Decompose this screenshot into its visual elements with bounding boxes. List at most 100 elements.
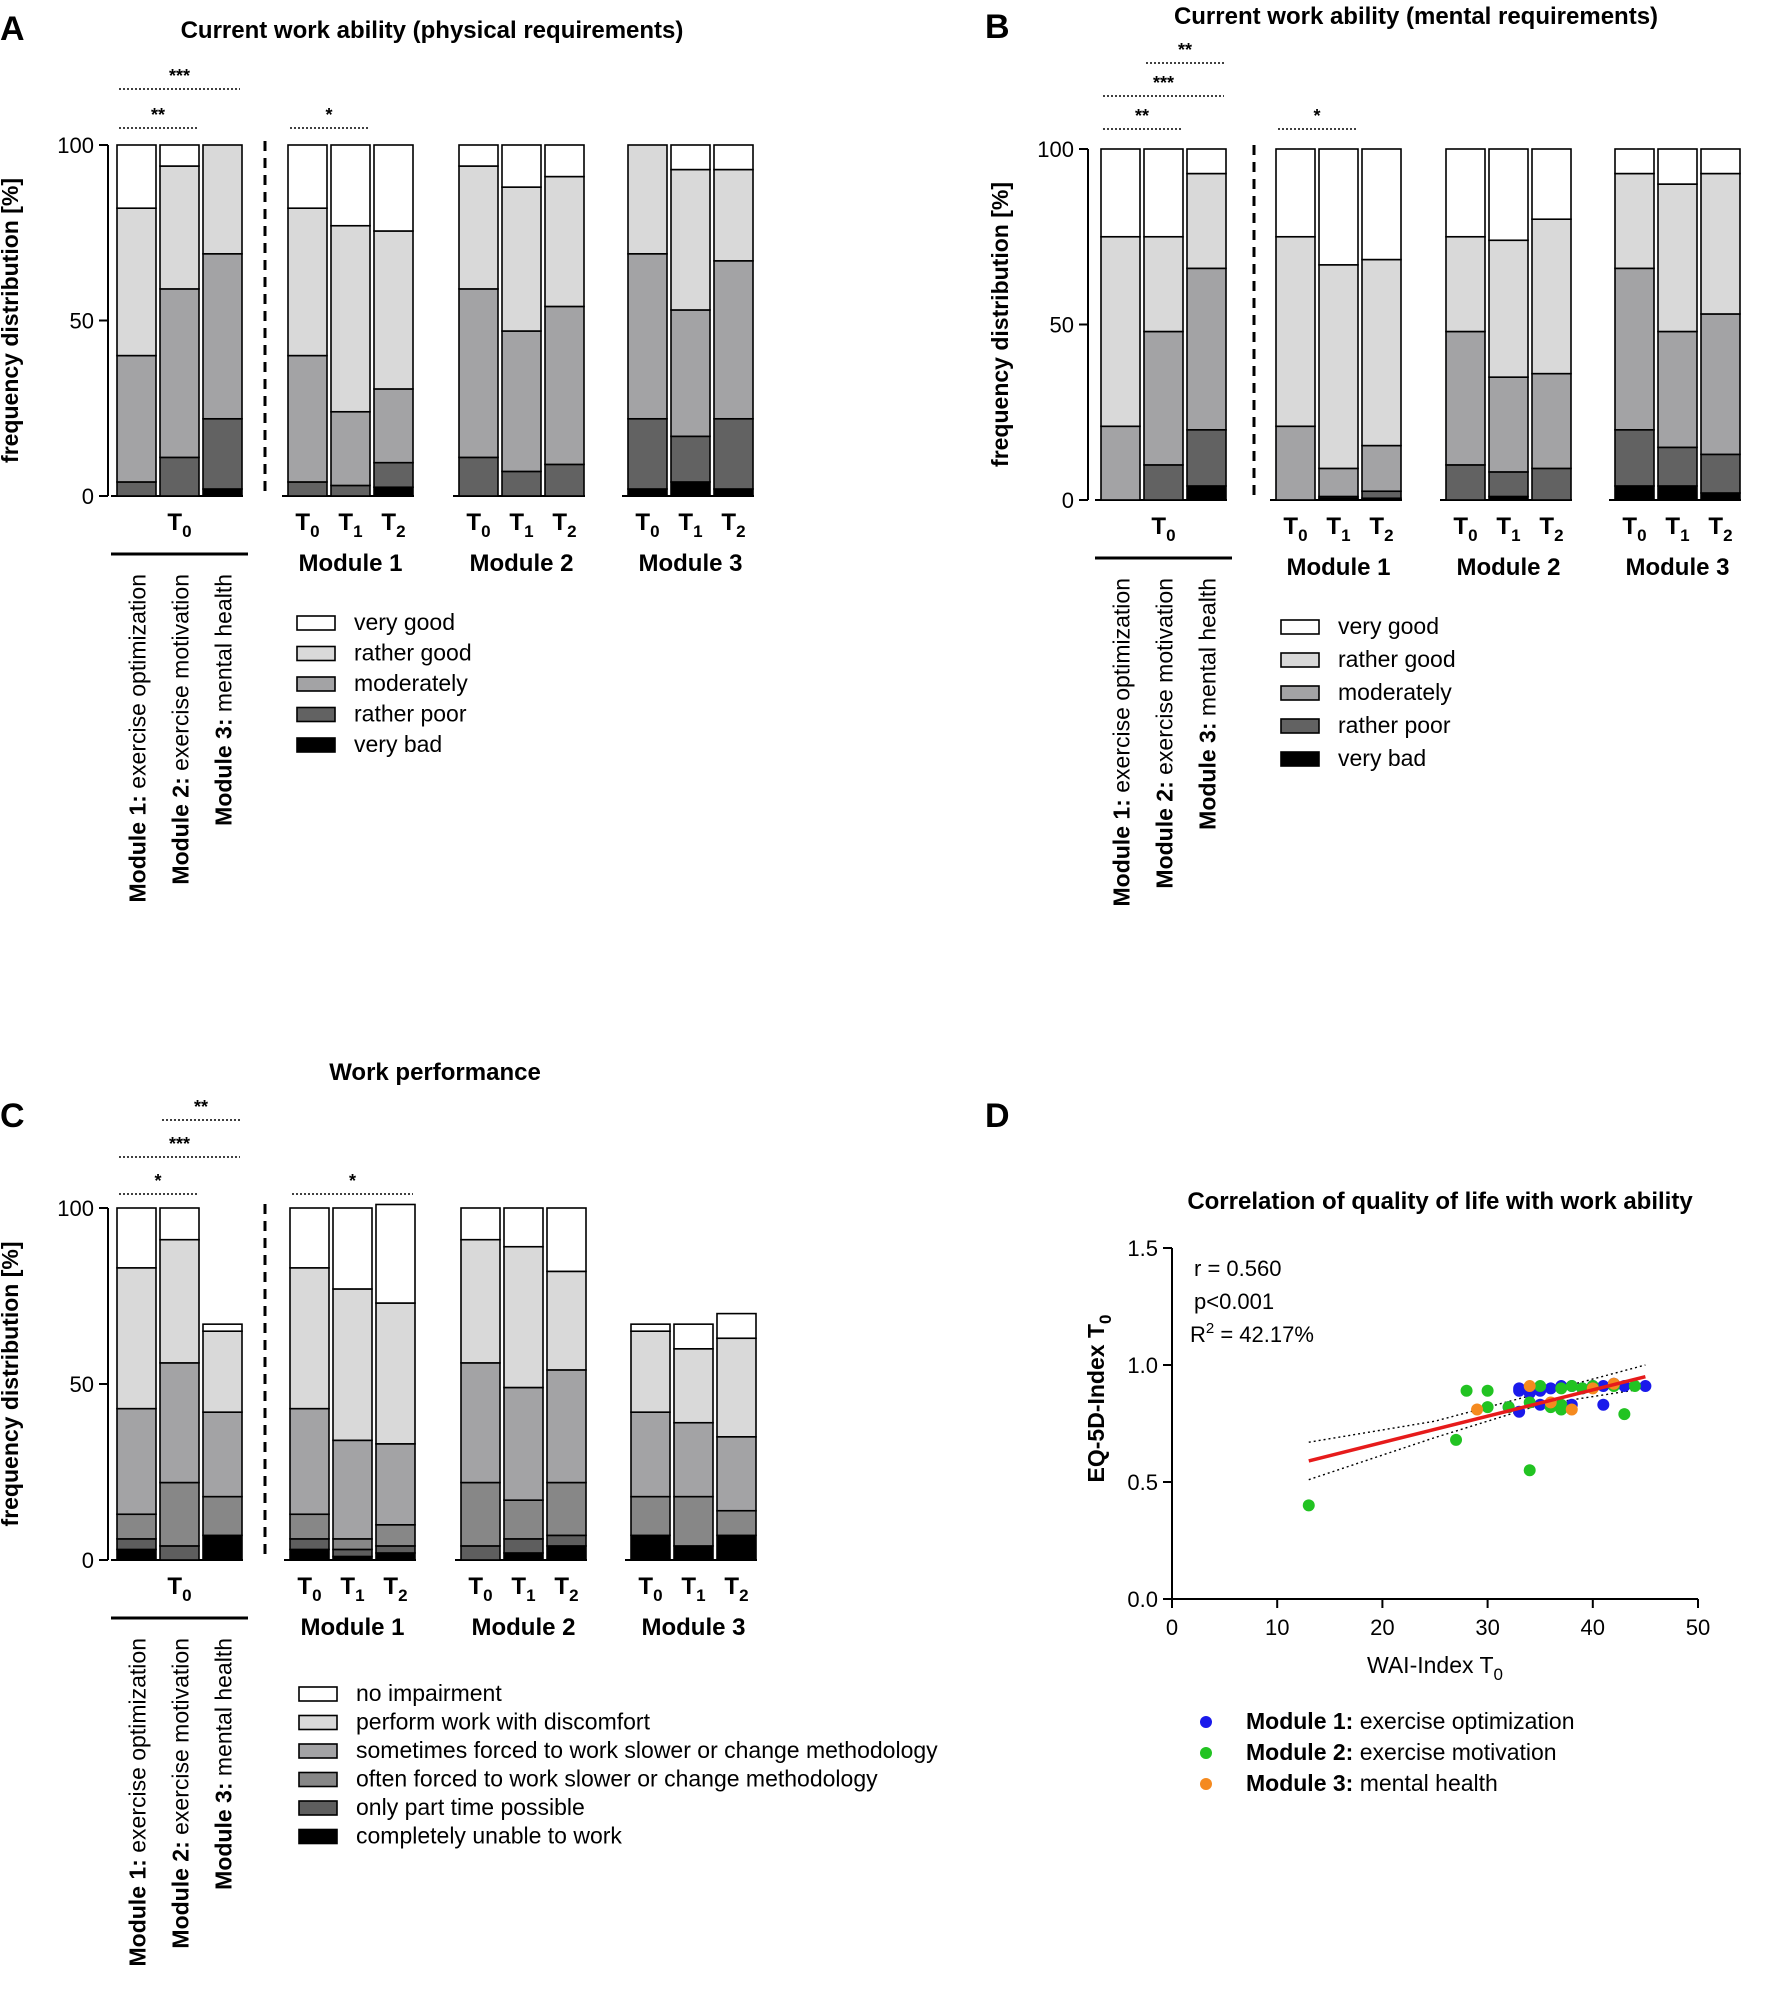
y-tick-label: 0 (1062, 488, 1074, 513)
x-tick-label: T1 (511, 1573, 535, 1605)
x-tick-label-base: T (1622, 513, 1637, 540)
bar-segment (1488, 376, 1529, 473)
bar-segment (503, 1207, 544, 1248)
bar-segment (1318, 467, 1359, 498)
bar-segment (460, 1545, 501, 1561)
x-tick-label-sub: 1 (355, 1586, 364, 1605)
vertical-module-label: Module 2: exercise motivation (1152, 578, 1178, 889)
bar-segment (503, 1386, 544, 1501)
y-tick-label: 100 (1037, 137, 1074, 162)
bar-segment (287, 144, 328, 209)
x-tick-label-base: T (1453, 513, 1468, 540)
vertical-label-bold: Module 3: (211, 1782, 237, 1889)
legend-swatch (1280, 718, 1320, 734)
vertical-label-rest: exercise motivation (1152, 578, 1178, 781)
bar-segment (670, 481, 711, 497)
bar-segment (673, 1323, 714, 1350)
vertical-label-bold: Module 3: (1195, 722, 1221, 829)
x-tick-label-base: T (678, 509, 693, 536)
legend-label: rather poor (354, 701, 467, 727)
bar-segment (1531, 372, 1572, 470)
x-tick-label-t0-base: T (1151, 513, 1166, 540)
scatter-point (1534, 1380, 1547, 1393)
legend-swatch (296, 615, 336, 631)
bar-segment (713, 144, 754, 171)
bar-segment (458, 144, 499, 167)
x-tick-label: T1 (338, 509, 362, 541)
scatter-point (1639, 1380, 1652, 1393)
bar-segment (1445, 148, 1486, 238)
x-tick-label: T0 (466, 509, 490, 541)
x-tick-label: 10 (1265, 1615, 1289, 1640)
bar-segment (330, 484, 371, 497)
bar-segment (332, 1288, 373, 1442)
bar-segment (1361, 258, 1402, 447)
legend-label: very bad (1338, 745, 1426, 771)
bar-segment (630, 1411, 671, 1498)
x-tick-label-base: T (681, 1573, 696, 1600)
vertical-label-bold: Module 2: (168, 1841, 194, 1948)
bar-segment (630, 1330, 671, 1413)
bar-segment (202, 1495, 243, 1537)
significance-label: * (154, 1171, 161, 1191)
x-tick-label-sub: 1 (1511, 526, 1520, 545)
bar-segment (1143, 235, 1184, 333)
bar-segment (670, 435, 711, 483)
legend-swatch (1280, 619, 1320, 635)
legend-label-rest: exercise optimization (1353, 1708, 1574, 1734)
bar-segment (373, 230, 414, 390)
x-tick-label: T0 (297, 1573, 321, 1605)
bar-segment (713, 260, 754, 420)
x-axis-label-base: WAI-Index T (1367, 1652, 1494, 1678)
bar-segment (1614, 428, 1655, 487)
scatter-point (1302, 1499, 1315, 1512)
x-tick-label: T1 (509, 509, 533, 541)
bar-segment (116, 481, 157, 497)
bar-segment (330, 224, 371, 413)
x-tick-label-base: T (554, 1573, 569, 1600)
legend-swatch (296, 676, 336, 692)
bar-segment (1361, 444, 1402, 493)
x-tick-label: T0 (1283, 513, 1307, 545)
bar-segment (670, 309, 711, 438)
bar-segment (1700, 172, 1741, 315)
x-tick-label-sub: 2 (398, 1586, 407, 1605)
vertical-module-label: Module 1: exercise optimization (125, 1638, 151, 1967)
y-tick-label: 100 (57, 133, 94, 158)
bar-segment (375, 1302, 416, 1445)
bar-segment (716, 1509, 757, 1537)
bar-segment (1445, 235, 1486, 333)
x-tick-label-t0: T0 (167, 1573, 191, 1605)
x-tick-label-t0-base: T (167, 509, 182, 536)
bar-segment (1614, 267, 1655, 431)
chart-title: Work performance (329, 1059, 541, 1086)
x-tick-label-sub: 1 (1341, 526, 1350, 545)
bar-segment (159, 1545, 200, 1561)
bar-segment (1143, 464, 1184, 501)
bar-segment (1361, 148, 1402, 261)
bar-segment (1657, 446, 1698, 487)
legend-label: very good (1338, 613, 1439, 639)
bar-segment (546, 1534, 587, 1547)
chart-title: Correlation of quality of life with work… (1187, 1188, 1693, 1215)
bar-segment (458, 165, 499, 290)
bar-segment (713, 417, 754, 490)
bar-segment (544, 305, 585, 466)
x-tick-label-sub: 1 (693, 522, 702, 541)
x-tick-label-base: T (1326, 513, 1341, 540)
x-tick-label-base: T (509, 509, 524, 536)
bar-segment (1186, 485, 1227, 501)
bar-segment (1488, 148, 1529, 242)
x-tick-label: T0 (295, 509, 319, 541)
legend-swatch (298, 1771, 338, 1788)
x-tick-label: 50 (1686, 1615, 1710, 1640)
bar-segment (1657, 330, 1698, 449)
legend-swatch (298, 1800, 338, 1816)
bar-segment (460, 1481, 501, 1547)
x-tick-label: 40 (1581, 1615, 1605, 1640)
significance-label: * (1313, 106, 1320, 126)
significance-label: * (325, 105, 332, 125)
y-axis-label: EQ-5D-Index T0 (1083, 1315, 1115, 1483)
bar-segment (460, 1238, 501, 1364)
module-label: Module 2 (471, 1614, 575, 1641)
